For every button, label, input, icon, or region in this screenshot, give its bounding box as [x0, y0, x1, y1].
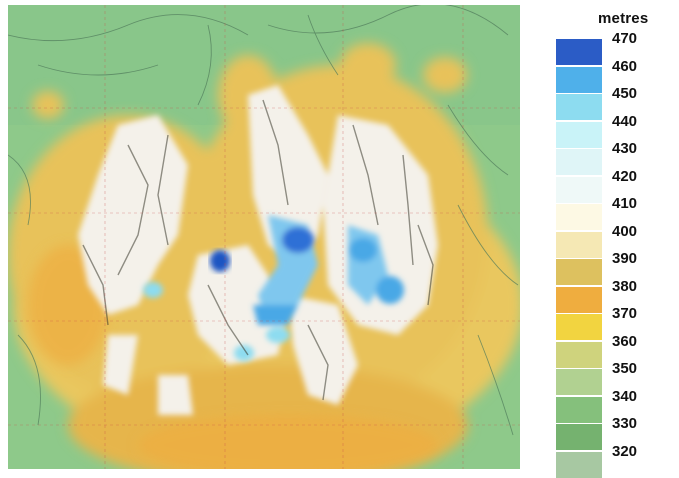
legend-value-label: 330	[612, 415, 638, 432]
legend-swatch	[556, 395, 602, 423]
ridge-lines	[82, 99, 434, 401]
legend-swatch	[556, 285, 602, 313]
legend-value-label: 470	[612, 30, 638, 47]
legend-swatch	[556, 340, 602, 368]
legend-swatch	[556, 423, 602, 450]
legend-value-label: 440	[612, 112, 638, 130]
legend-value-label: 370	[612, 305, 638, 322]
legend-value-label: 350	[612, 360, 638, 377]
legend-swatch	[556, 175, 602, 203]
legend-value-label: 320	[612, 442, 638, 460]
legend-value-label: 420	[612, 167, 638, 185]
elevation-map	[8, 5, 520, 469]
elevation-legend: metres 470 460 450 440 430 420 410 400 390 380 370…	[556, 6, 679, 478]
highest-peak	[210, 250, 230, 272]
legend-swatch	[556, 65, 602, 93]
legend-swatch	[556, 38, 602, 65]
graticule	[8, 5, 520, 469]
legend-swatch	[556, 450, 602, 478]
legend-swatch	[556, 148, 602, 175]
legend-title: metres	[598, 10, 649, 27]
legend-value-label: 360	[612, 332, 638, 350]
legend-value-label: 460	[612, 57, 638, 75]
legend-value-label: 410	[612, 195, 638, 212]
summit-zone	[143, 215, 404, 361]
legend-swatch	[556, 258, 602, 285]
stream-network	[8, 5, 519, 436]
legend-value-label: 400	[612, 222, 638, 240]
terrain-svg	[8, 5, 520, 469]
legend-swatch	[556, 368, 602, 395]
legend-swatch	[556, 230, 602, 258]
legend-value-label: 450	[612, 85, 638, 102]
legend-swatch	[556, 203, 602, 230]
legend-value-label: 430	[612, 140, 638, 157]
legend-value-label: 380	[612, 277, 638, 295]
legend-swatch	[556, 313, 602, 340]
legend-value-label: 390	[612, 250, 638, 267]
legend-value-label: 340	[612, 387, 638, 405]
legend-swatch	[556, 120, 602, 148]
legend-swatch	[556, 93, 602, 120]
